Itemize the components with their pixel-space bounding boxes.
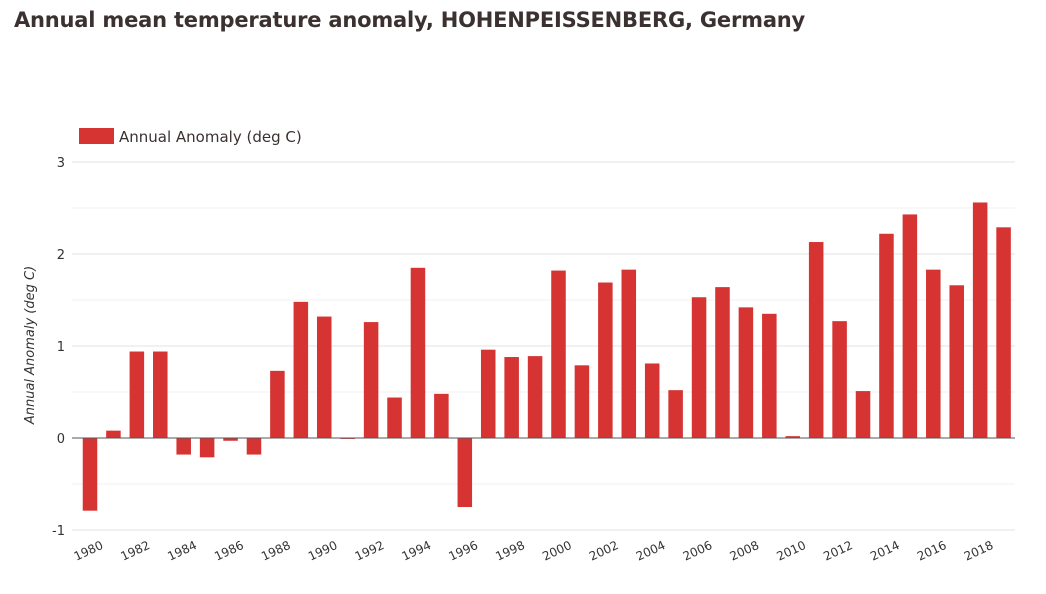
x-tick-label: 1992: [353, 538, 387, 564]
chart-panel: [0, 48, 1046, 594]
legend-swatch: [79, 128, 114, 144]
bar-1982[interactable]: [129, 351, 145, 438]
x-tick-label: 1996: [446, 538, 480, 564]
x-tick-label: 2018: [962, 538, 996, 564]
bar-1985[interactable]: [199, 438, 215, 458]
x-tick-label: 2010: [774, 538, 808, 564]
y-axis-ticks: -1 0 1 2 3: [52, 156, 65, 539]
bar-1999[interactable]: [527, 356, 543, 438]
x-tick-label: 1982: [119, 538, 153, 564]
x-tick-label: 2016: [915, 538, 949, 564]
x-tick-label: 1990: [306, 538, 340, 564]
y-tick-label: -1: [52, 524, 65, 539]
bar-2009[interactable]: [762, 313, 777, 438]
bar-2004[interactable]: [644, 363, 660, 438]
bar-2019[interactable]: [996, 227, 1011, 438]
bar-2000[interactable]: [551, 270, 566, 438]
bar-1983[interactable]: [153, 351, 168, 438]
bar-2013[interactable]: [855, 391, 871, 438]
bar-1996[interactable]: [457, 438, 473, 507]
x-tick-label: 2000: [540, 538, 574, 564]
legend[interactable]: Annual Anomaly (deg C): [79, 128, 302, 146]
bar-2014[interactable]: [879, 233, 894, 438]
x-tick-label: 2002: [587, 538, 621, 564]
bar-2002[interactable]: [598, 282, 613, 438]
bar-2006[interactable]: [691, 297, 707, 438]
bar-2005[interactable]: [668, 390, 683, 438]
x-tick-label: 1994: [400, 538, 434, 564]
x-tick-label: 2008: [728, 538, 762, 564]
bar-1987[interactable]: [246, 438, 262, 455]
y-tick-label: 2: [57, 248, 65, 263]
bar-1988[interactable]: [270, 370, 285, 438]
bar-1995[interactable]: [434, 393, 449, 438]
bar-2018[interactable]: [972, 202, 988, 438]
x-tick-label: 1998: [493, 538, 527, 564]
bar-1997[interactable]: [480, 349, 496, 438]
bar-2016[interactable]: [926, 269, 941, 438]
y-tick-label: 1: [57, 340, 65, 355]
bar-2007[interactable]: [715, 287, 730, 438]
bar-1980[interactable]: [82, 438, 98, 511]
bar-1992[interactable]: [363, 322, 379, 438]
chart-title: Annual mean temperature anomaly, HOHENPE…: [14, 8, 806, 32]
bar-1994[interactable]: [410, 267, 426, 438]
bar-1990[interactable]: [316, 316, 332, 438]
x-axis-ticks: 1980 1982 1984 1986 1988 1990 1992 1994 1996 1998…: [72, 538, 996, 564]
x-tick-label: 1986: [212, 538, 246, 564]
legend-label: Annual Anomaly (deg C): [119, 128, 302, 146]
bar-2001[interactable]: [574, 365, 590, 438]
x-tick-label: 1984: [165, 538, 199, 564]
bar-2017[interactable]: [949, 285, 964, 438]
bar-2008[interactable]: [738, 307, 754, 438]
y-axis-label: Annual Anomaly (deg C): [23, 266, 38, 425]
x-tick-label: 2004: [634, 538, 668, 564]
bar-1984[interactable]: [176, 438, 191, 455]
bar-1993[interactable]: [387, 397, 402, 438]
bar-2010[interactable]: [785, 436, 801, 438]
x-tick-label: 1988: [259, 538, 293, 564]
bar-2015[interactable]: [902, 214, 918, 438]
x-tick-label: 2012: [821, 538, 855, 564]
y-tick-label: 0: [57, 432, 65, 447]
bar-1989[interactable]: [293, 301, 309, 438]
bar-1981[interactable]: [106, 430, 121, 438]
x-tick-label: 2006: [681, 538, 715, 564]
y-tick-label: 3: [57, 156, 65, 171]
bar-1986[interactable]: [223, 438, 238, 441]
bar-1998[interactable]: [504, 357, 519, 438]
x-tick-label: 1980: [72, 538, 106, 564]
bars: [82, 202, 1011, 511]
bar-2012[interactable]: [832, 321, 847, 438]
bar-2011[interactable]: [808, 242, 824, 438]
gridlines: [72, 161, 1015, 531]
x-tick-label: 2014: [868, 538, 902, 564]
bar-2003[interactable]: [621, 269, 637, 438]
